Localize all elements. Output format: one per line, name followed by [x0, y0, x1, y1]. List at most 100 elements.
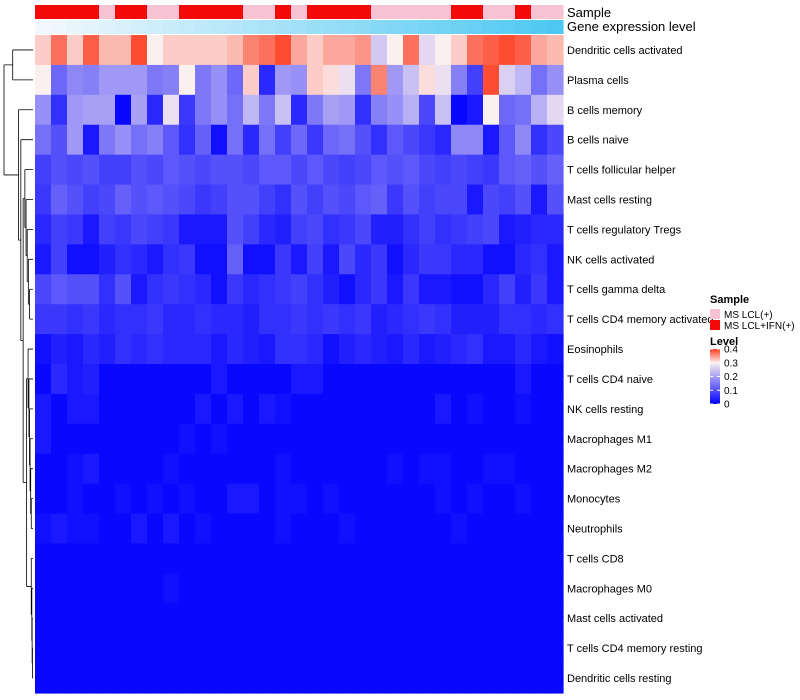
gene-expression-cell: [67, 20, 84, 34]
heatmap-cell: [195, 453, 212, 485]
heatmap-cell: [131, 423, 148, 455]
row-label: Eosinophils: [567, 344, 624, 356]
heatmap-cell: [163, 184, 180, 216]
heatmap-cell: [323, 633, 340, 664]
gene-expression-cell: [339, 20, 356, 34]
heatmap-cell: [211, 543, 228, 574]
heatmap-cell: [435, 393, 452, 425]
heatmap-cell: [83, 483, 100, 515]
heatmap-cell: [355, 483, 372, 515]
heatmap-cell: [163, 274, 180, 305]
heatmap-cell: [355, 304, 372, 335]
heatmap-cell: [419, 633, 436, 664]
heatmap-cell: [371, 603, 388, 634]
heatmap-cell: [531, 393, 548, 425]
heatmap-cell: [195, 35, 212, 66]
heatmap-cell: [307, 304, 324, 335]
heatmap-cell: [195, 124, 212, 156]
heatmap-cell: [515, 513, 532, 545]
heatmap-cell: [131, 244, 148, 275]
row-label: NK cells activated: [567, 254, 654, 266]
gene-expression-cell: [451, 20, 468, 34]
heatmap-cell: [387, 393, 404, 425]
heatmap-cell: [99, 364, 116, 395]
heatmap-cell: [515, 184, 532, 216]
heatmap-cell: [35, 94, 52, 126]
row-labels: Dendritic cells activated Plasma cells B c…: [567, 45, 714, 685]
heatmap-cell: [179, 453, 196, 485]
sample-annotation-cell: [403, 5, 420, 19]
heatmap-cell: [387, 573, 404, 604]
heatmap-cell: [499, 483, 516, 515]
heatmap-cell: [259, 453, 276, 485]
heatmap-cell: [339, 64, 356, 96]
heatmap-cell: [307, 94, 324, 126]
heatmap-cell: [451, 364, 468, 395]
heatmap-cell: [51, 513, 68, 545]
heatmap-cell: [339, 663, 356, 694]
heatmap-cell: [339, 124, 356, 156]
heatmap-cell: [467, 64, 484, 96]
heatmap-cell: [259, 334, 276, 365]
heatmap-cell: [307, 214, 324, 245]
heatmap-cell: [179, 573, 196, 604]
heatmap-cell: [547, 453, 564, 485]
heatmap-cell: [483, 154, 500, 186]
heatmap-cell: [387, 334, 404, 365]
heatmap-cell: [211, 633, 228, 664]
heatmap-cell: [99, 543, 116, 574]
dendrogram-branch: [3, 64, 19, 176]
heatmap-cell: [339, 214, 356, 245]
heatmap-cell: [419, 154, 436, 186]
heatmap-cell: [147, 304, 164, 335]
heatmap-cell: [99, 184, 116, 216]
heatmap-cell: [387, 663, 404, 694]
heatmap-cell: [483, 64, 500, 96]
heatmap-cell: [163, 423, 180, 455]
heatmap-cell: [371, 64, 388, 96]
heatmap-cell: [371, 513, 388, 545]
heatmap-cell: [227, 64, 244, 96]
heatmap-cell: [307, 423, 324, 455]
heatmap-cell: [35, 483, 52, 515]
heatmap-cell: [499, 124, 516, 156]
heatmap-cell: [403, 573, 420, 604]
heatmap-cell: [435, 573, 452, 604]
heatmap-cell: [291, 453, 308, 485]
heatmap-cell: [227, 244, 244, 275]
row-label: T cells CD4 naive: [567, 374, 653, 386]
heatmap-cell: [387, 603, 404, 634]
heatmap-cell: [35, 393, 52, 425]
heatmap-cell: [227, 423, 244, 455]
heatmap-cell: [547, 663, 564, 694]
heatmap-cell: [547, 304, 564, 335]
heatmap-cell: [467, 573, 484, 604]
heatmap-cell: [403, 543, 420, 574]
heatmap-cell: [51, 124, 68, 156]
heatmap-cell: [35, 423, 52, 455]
heatmap-cell: [147, 184, 164, 216]
heatmap-cell: [131, 214, 148, 245]
heatmap-cell: [259, 573, 276, 604]
heatmap-cell: [147, 663, 164, 694]
heatmap-cell: [131, 603, 148, 634]
heatmap-cell: [259, 603, 276, 634]
heatmap-cell: [195, 663, 212, 694]
gene-expression-cell: [35, 20, 52, 34]
heatmap-cell: [515, 94, 532, 126]
heatmap-cell: [195, 184, 212, 216]
heatmap-cell: [291, 64, 308, 96]
heatmap-cell: [307, 513, 324, 545]
heatmap-cell: [259, 633, 276, 664]
heatmap-cell: [243, 513, 260, 545]
heatmap-cell: [99, 423, 116, 455]
heatmap-cell: [115, 543, 132, 574]
heatmap-cell: [435, 334, 452, 365]
heatmap-cell: [291, 214, 308, 245]
heatmap-cell: [323, 124, 340, 156]
heatmap-cell: [531, 364, 548, 395]
heatmap-cell: [51, 663, 68, 694]
sample-annotation-cell: [83, 5, 100, 19]
heatmap-cell: [51, 64, 68, 96]
